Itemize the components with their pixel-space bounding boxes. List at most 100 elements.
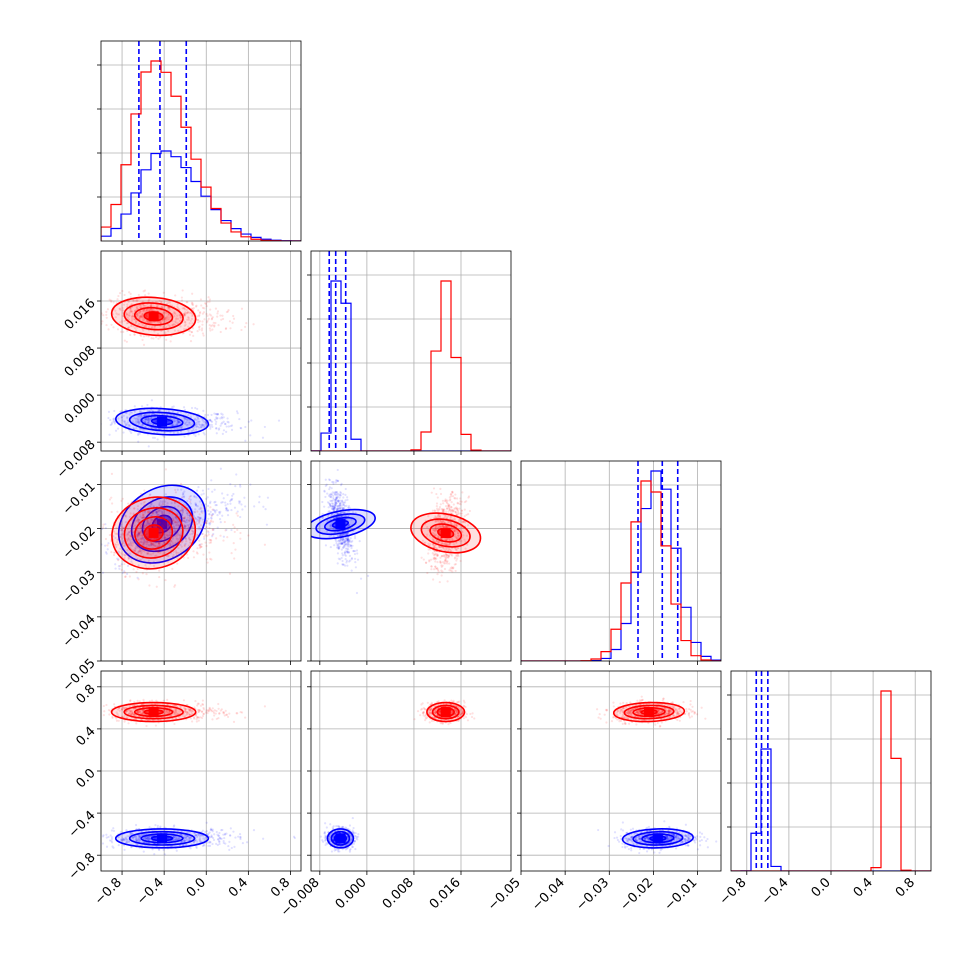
red-point xyxy=(164,468,168,471)
blue-point xyxy=(192,427,195,430)
blue-point xyxy=(188,536,191,539)
red-point xyxy=(159,517,162,521)
blue-point xyxy=(156,824,159,828)
blue-point xyxy=(109,423,112,427)
red-point xyxy=(171,544,174,547)
blue-point xyxy=(335,479,339,482)
blue-point xyxy=(171,424,174,427)
red-point xyxy=(456,502,459,505)
red-point xyxy=(449,515,452,518)
red-point xyxy=(438,516,442,519)
red-point xyxy=(147,326,150,329)
blue-point xyxy=(137,415,140,418)
blue-point xyxy=(145,522,148,525)
blue-point xyxy=(208,419,212,422)
blue-point xyxy=(174,835,177,839)
red-point xyxy=(137,311,140,314)
red-point xyxy=(202,520,205,524)
red-point xyxy=(452,529,456,532)
blue-point xyxy=(176,518,179,522)
blue-point xyxy=(338,504,342,507)
red-point xyxy=(121,516,125,519)
red-point xyxy=(232,317,236,320)
blue-point xyxy=(122,838,125,841)
red-point xyxy=(112,301,115,304)
blue-point xyxy=(145,524,148,527)
red-point xyxy=(131,522,134,526)
red-point xyxy=(445,499,448,502)
red-point xyxy=(138,310,141,313)
red-point xyxy=(441,509,444,512)
blue-point xyxy=(338,545,341,548)
blue-point xyxy=(224,501,227,504)
blue-point xyxy=(335,502,338,505)
blue-point xyxy=(201,518,204,521)
blue-point xyxy=(340,500,344,503)
blue-point xyxy=(235,410,239,413)
red-point xyxy=(448,508,451,511)
blue-point xyxy=(120,410,123,413)
blue-point xyxy=(184,537,187,541)
blue-point xyxy=(127,537,130,540)
blue-point xyxy=(345,540,348,543)
blue-point xyxy=(339,491,342,494)
red-point xyxy=(439,546,442,549)
blue-point xyxy=(166,502,169,505)
red-point xyxy=(164,312,168,315)
red-point xyxy=(140,334,143,338)
red-point xyxy=(135,519,138,522)
blue-point xyxy=(110,421,114,424)
red-point xyxy=(148,553,151,556)
red-point xyxy=(458,520,461,523)
red-point xyxy=(173,315,176,318)
red-point xyxy=(464,540,467,543)
blue-point xyxy=(200,493,203,496)
red-point xyxy=(123,556,126,559)
blue-point xyxy=(215,503,218,507)
red-point xyxy=(192,307,195,310)
red-point xyxy=(431,552,434,555)
blue-point xyxy=(120,838,123,842)
red-point xyxy=(146,320,149,324)
red-point xyxy=(445,554,448,557)
blue-point xyxy=(119,547,122,550)
red-point xyxy=(461,491,464,494)
red-histogram xyxy=(101,60,301,241)
blue-point xyxy=(146,837,149,840)
blue-point xyxy=(197,833,200,836)
red-point xyxy=(436,567,439,570)
blue-point xyxy=(126,421,129,424)
blue-point xyxy=(352,549,355,553)
blue-point xyxy=(184,836,187,840)
blue-point xyxy=(121,571,124,575)
red-point xyxy=(133,333,136,336)
blue-point xyxy=(328,486,332,489)
red-point xyxy=(444,559,447,563)
blue-point xyxy=(101,543,103,546)
red-point xyxy=(168,308,171,311)
red-point xyxy=(105,310,108,313)
red-point xyxy=(449,522,453,525)
blue-point xyxy=(181,844,184,847)
red-point xyxy=(179,325,182,328)
red-point xyxy=(211,520,215,523)
red-point xyxy=(170,539,173,542)
red-point xyxy=(448,569,451,572)
red-point xyxy=(134,299,137,302)
red-point xyxy=(139,552,143,555)
red-point xyxy=(441,520,444,523)
blue-point xyxy=(189,517,192,520)
blue-point xyxy=(159,509,162,512)
red-point xyxy=(450,501,453,504)
red-point xyxy=(171,324,174,327)
red-point xyxy=(187,537,191,540)
blue-point xyxy=(350,544,353,547)
y-tick-label: −0.01 xyxy=(60,479,99,518)
red-point xyxy=(110,300,113,303)
red-point xyxy=(169,518,172,521)
red-point xyxy=(147,510,150,514)
blue-point xyxy=(158,502,161,505)
blue-point xyxy=(130,411,133,414)
red-point xyxy=(176,562,179,565)
red-point xyxy=(142,290,145,293)
